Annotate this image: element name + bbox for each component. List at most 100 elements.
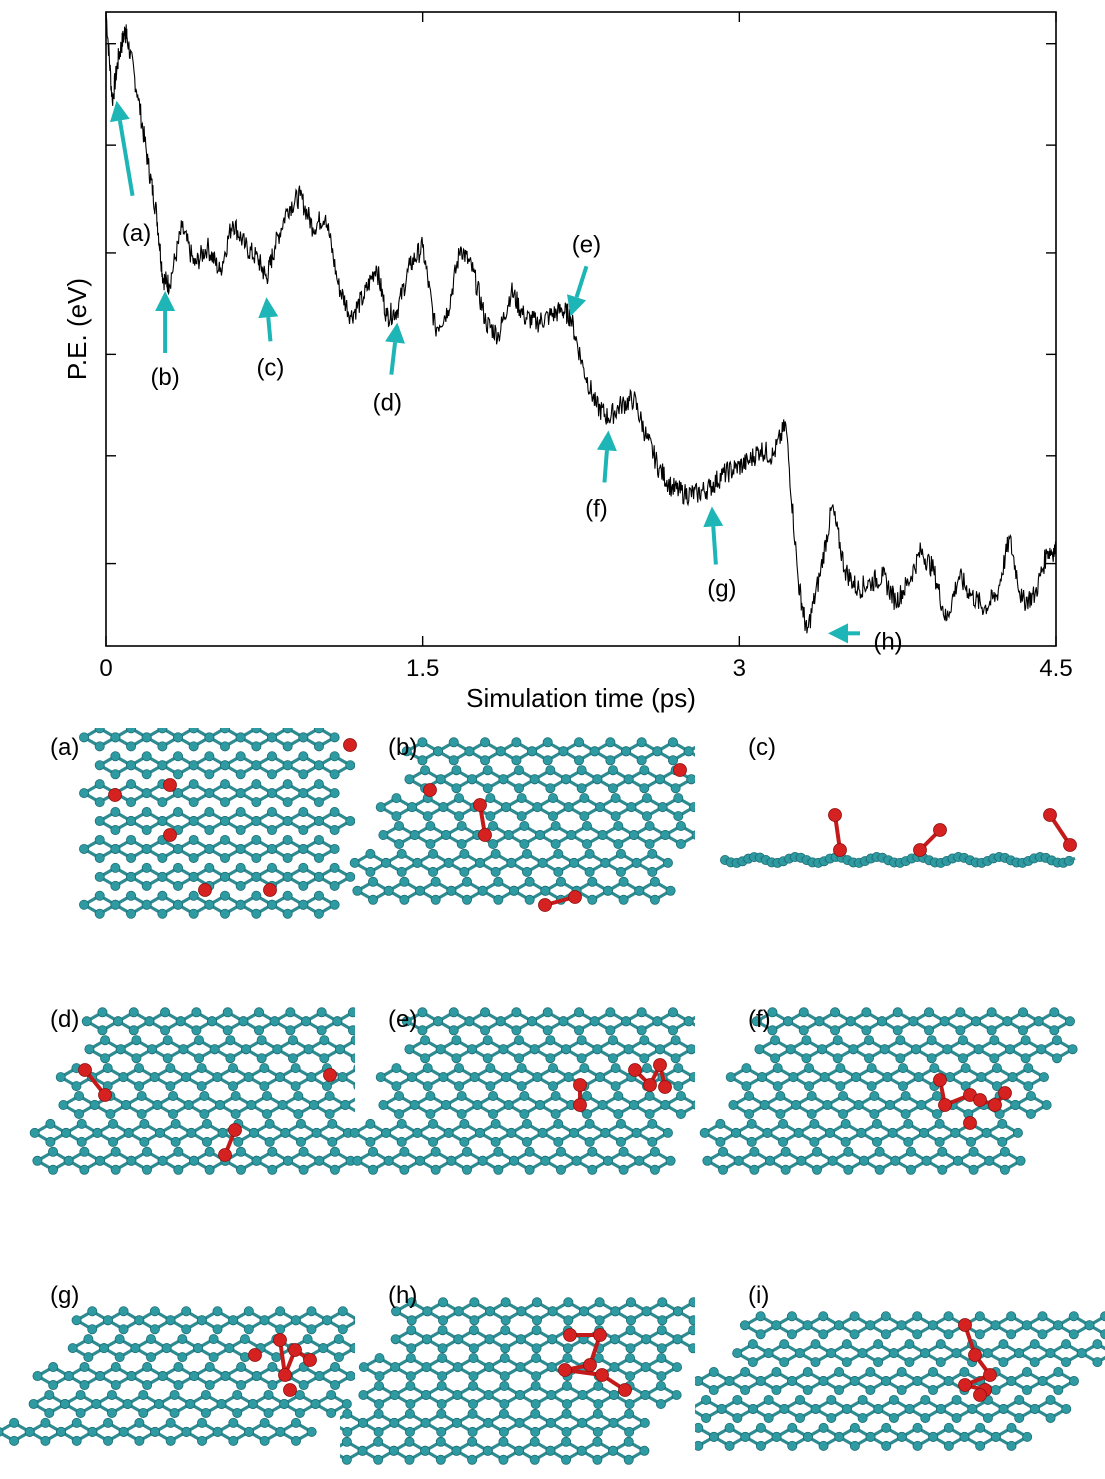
carbon-atom <box>368 1164 379 1175</box>
carbon-atom <box>480 1025 491 1036</box>
carbon-atom <box>399 894 410 905</box>
carbon-atom <box>199 1109 210 1120</box>
carbon-atom <box>134 1435 145 1446</box>
oxygen-atom <box>478 828 492 842</box>
carbon-atom <box>373 1454 384 1465</box>
carbon-atom <box>56 1426 67 1437</box>
oxygen-atom <box>568 890 582 904</box>
c-bond <box>707 1049 723 1058</box>
carbon-atom <box>609 1334 620 1345</box>
carbon-atom <box>667 755 678 766</box>
carbon-atom <box>352 1155 363 1166</box>
y-axis-title: P.E. (eV) <box>62 278 92 380</box>
carbon-atom <box>467 1426 478 1437</box>
carbon-atom <box>228 1417 239 1428</box>
carbon-atom <box>990 1431 1001 1442</box>
carbon-atom <box>282 834 293 845</box>
carbon-atom <box>857 1412 868 1423</box>
annotation-label: (a) <box>122 220 151 247</box>
carbon-atom <box>584 866 595 877</box>
carbon-atom <box>197 1417 208 1428</box>
carbon-atom <box>519 1109 530 1120</box>
carbon-atom <box>313 779 324 790</box>
carbon-atom <box>199 1091 210 1102</box>
carbon-atom <box>126 760 137 771</box>
oxygen-atom <box>323 1068 337 1082</box>
carbon-atom <box>200 1389 211 1400</box>
carbon-atom <box>890 1155 901 1166</box>
carbon-atom <box>519 839 530 850</box>
carbon-atom <box>587 1164 598 1175</box>
carbon-atom <box>647 848 658 859</box>
carbon-atom <box>937 1146 948 1157</box>
carbon-atom <box>298 1164 309 1175</box>
carbon-atom <box>563 1315 574 1326</box>
carbon-atom <box>527 746 538 757</box>
carbon-atom <box>493 876 504 887</box>
carbon-atom <box>739 1320 750 1331</box>
carbon-atom <box>146 1352 157 1363</box>
carbon-atom <box>428 848 439 859</box>
carbon-atom <box>656 1343 667 1354</box>
carbon-atom <box>298 899 309 910</box>
carbon-atom <box>631 857 642 868</box>
carbon-atom <box>770 1053 781 1064</box>
carbon-atom <box>592 1408 603 1419</box>
carbon-atom <box>462 1146 473 1157</box>
carbon-atom <box>425 839 436 850</box>
carbon-atom <box>298 769 309 780</box>
carbon-atom <box>313 834 324 845</box>
carbon-atom <box>835 1063 846 1074</box>
carbon-atom <box>141 769 152 780</box>
carbon-atom <box>204 1362 215 1373</box>
carbon-atom <box>142 1146 153 1157</box>
carbon-atom <box>975 1422 986 1433</box>
carbon-atom <box>412 857 423 868</box>
carbon-atom <box>266 843 277 854</box>
carbon-atom <box>241 1044 252 1055</box>
carbon-atom <box>686 774 695 785</box>
carbon-atom <box>904 1339 915 1350</box>
carbon-atom <box>214 1100 225 1111</box>
oxygen-atom <box>538 898 552 912</box>
carbon-atom <box>892 1025 903 1036</box>
carbon-atom <box>467 774 478 785</box>
carbon-atom <box>94 890 105 901</box>
carbon-atom <box>647 866 658 877</box>
carbon-atom <box>251 908 262 919</box>
carbon-atom <box>880 1329 891 1340</box>
carbon-atom <box>110 751 121 762</box>
carbon-atom <box>561 1381 572 1392</box>
carbon-atom <box>708 1431 719 1442</box>
carbon-atom <box>329 751 340 762</box>
carbon-atom <box>409 830 420 841</box>
carbon-atom <box>79 843 90 854</box>
carbon-atom <box>755 1329 766 1340</box>
carbon-atom <box>367 1045 376 1054</box>
carbon-atom <box>628 830 639 841</box>
carbon-atom <box>508 885 519 896</box>
carbon-atom <box>490 1118 501 1129</box>
carbon-atom <box>157 852 168 863</box>
carbon-atom <box>420 1417 431 1428</box>
oxygen-atom <box>958 1318 972 1332</box>
carbon-atom <box>887 1127 898 1138</box>
carbon-atom <box>422 1063 433 1074</box>
carbon-atom <box>1068 1311 1079 1322</box>
carbon-atom <box>128 1025 139 1036</box>
carbon-atom <box>794 1394 805 1405</box>
carbon-atom <box>349 1343 355 1354</box>
carbon-atom <box>308 1100 319 1111</box>
carbon-atom <box>529 1044 540 1055</box>
carbon-atom <box>475 857 486 868</box>
carbon-atom <box>9 1435 20 1446</box>
graphene-sheet <box>0 1306 355 1446</box>
carbon-atom <box>548 793 559 804</box>
oxygen-atom <box>973 1093 987 1107</box>
carbon-atom <box>519 1091 530 1102</box>
carbon-atom <box>259 1417 270 1428</box>
carbon-atom <box>9 1417 20 1428</box>
carbon-atom <box>170 1118 181 1129</box>
carbon-atom <box>110 825 121 836</box>
carbon-atom <box>313 797 324 808</box>
